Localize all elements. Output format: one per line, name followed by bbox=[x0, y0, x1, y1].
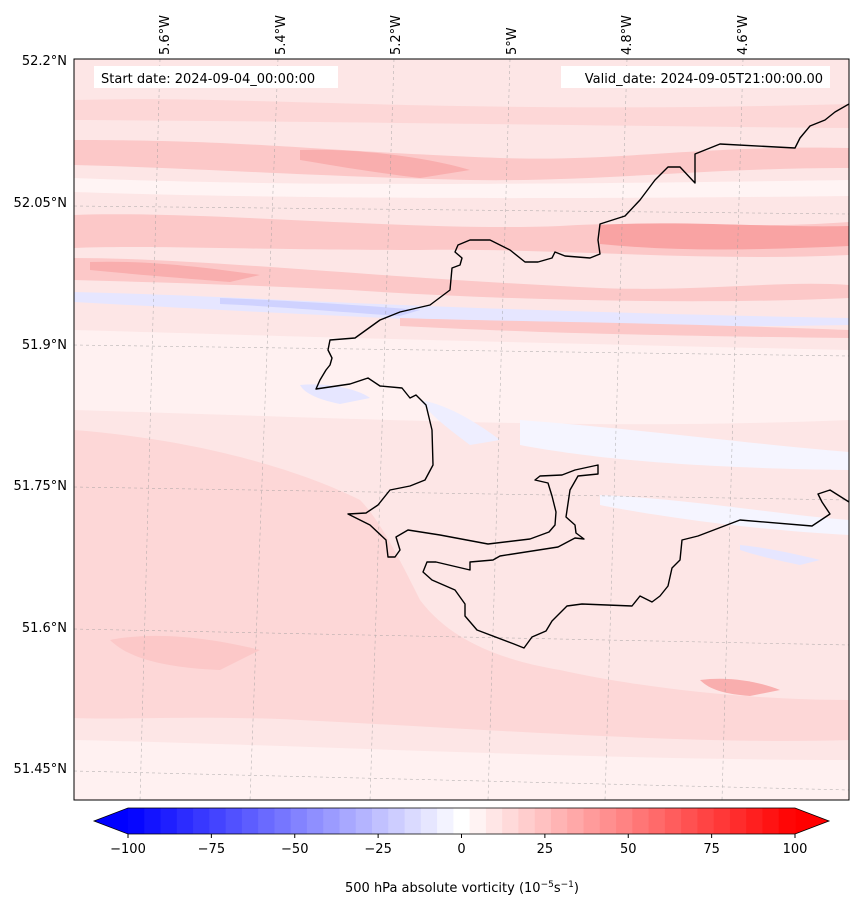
lon-label: 5.4°W bbox=[274, 15, 289, 55]
start-date-text: Start date: 2024-09-04_00:00:00 bbox=[101, 72, 315, 87]
lon-label: 5.2°W bbox=[389, 15, 404, 55]
colorbar-tick-label: 100 bbox=[783, 842, 808, 857]
lat-label: 51.75°N bbox=[14, 479, 67, 494]
contour-band bbox=[74, 330, 849, 425]
colorbar-segment bbox=[420, 808, 438, 834]
valid-date-text: Valid_date: 2024-09-05T21:00:00.00 bbox=[585, 72, 823, 87]
latitude-labels: 52.2°N 52.05°N 51.9°N 51.75°N 51.6°N 51.… bbox=[14, 54, 67, 777]
colorbar-segment bbox=[746, 808, 764, 834]
colorbar-extend-high bbox=[795, 808, 829, 834]
colorbar-segment bbox=[388, 808, 406, 834]
colorbar-segment bbox=[518, 808, 536, 834]
colorbar-segment bbox=[567, 808, 585, 834]
lon-label: 5°W bbox=[505, 27, 520, 55]
lat-label: 51.9°N bbox=[22, 338, 67, 353]
contour-band bbox=[74, 178, 849, 199]
colorbar-segment bbox=[502, 808, 520, 834]
lon-label: 5.6°W bbox=[158, 15, 173, 55]
colorbar-segment bbox=[599, 808, 617, 834]
contour-band bbox=[74, 740, 849, 800]
colorbar-extend-low bbox=[94, 808, 128, 834]
contour-band bbox=[400, 318, 849, 338]
lon-label: 4.6°W bbox=[736, 15, 751, 55]
map-frame bbox=[73, 58, 850, 801]
colorbar-tick-label: −75 bbox=[198, 842, 225, 857]
contour-band bbox=[74, 430, 849, 741]
colorbar-segment bbox=[632, 808, 650, 834]
colorbar-tick-label: −50 bbox=[281, 842, 308, 857]
lat-label: 52.05°N bbox=[14, 196, 67, 211]
contour-band bbox=[520, 420, 849, 470]
colorbar-segment bbox=[550, 808, 568, 834]
contour-band bbox=[600, 495, 849, 535]
colorbar-segment bbox=[697, 808, 715, 834]
colorbar-segment bbox=[355, 808, 373, 834]
contour-band bbox=[420, 400, 500, 445]
colorbar-segment bbox=[713, 808, 731, 834]
colorbar-tick-label: 50 bbox=[620, 842, 637, 857]
colorbar-segment bbox=[534, 808, 552, 834]
colorbar-ticks: −100 −75 −50 −25 0 25 50 75 100 bbox=[110, 834, 807, 857]
colorbar: −100 −75 −50 −25 0 25 50 75 100 500 hPa absolute… bbox=[92, 807, 831, 896]
colorbar-tick-label: 75 bbox=[703, 842, 720, 857]
valid-date-box: Valid_date: 2024-09-05T21:00:00.00 bbox=[561, 66, 830, 88]
coastline bbox=[315, 103, 849, 649]
colorbar-tick-label: −100 bbox=[110, 842, 146, 857]
colorbar-segment bbox=[404, 808, 422, 834]
colorbar-segment bbox=[762, 808, 780, 834]
colorbar-tick-label: 25 bbox=[537, 842, 554, 857]
contour-band bbox=[74, 258, 849, 302]
colorbar-segment bbox=[453, 808, 471, 834]
colorbar-segment bbox=[323, 808, 341, 834]
colorbar-segment bbox=[160, 808, 178, 834]
colorbar-segment bbox=[372, 808, 389, 834]
colorbar-segment bbox=[274, 808, 292, 834]
lon-label: 4.8°W bbox=[620, 15, 635, 55]
colorbar-segment bbox=[485, 808, 503, 834]
colorbar-segment bbox=[778, 808, 796, 834]
colorbar-segment bbox=[469, 808, 487, 834]
contour-band bbox=[110, 635, 260, 670]
colorbar-label: 500 hPa absolute vorticity (10−5s−1) bbox=[345, 880, 579, 896]
lat-label: 51.45°N bbox=[14, 762, 67, 777]
colorbar-segment bbox=[306, 808, 324, 834]
colorbar-segment bbox=[225, 808, 243, 834]
colorbar-segment bbox=[583, 808, 601, 834]
contour-band bbox=[600, 223, 849, 250]
contour-band bbox=[300, 149, 470, 178]
colorbar-segment bbox=[193, 808, 210, 834]
colorbar-segment bbox=[290, 808, 308, 834]
colorbar-segment bbox=[241, 808, 259, 834]
colorbar-tick-label: 0 bbox=[457, 842, 465, 857]
contour-band bbox=[74, 140, 849, 181]
map-panel: Start date: 2024-09-04_00:00:00 Valid_da… bbox=[73, 58, 850, 801]
colorbar-segment bbox=[437, 808, 454, 834]
colorbar-segment bbox=[616, 808, 633, 834]
contour-band bbox=[220, 298, 420, 316]
colorbar-segment bbox=[176, 808, 194, 834]
colorbar-segment bbox=[729, 808, 747, 834]
vorticity-contours bbox=[74, 99, 849, 800]
longitude-labels: 5.6°W 5.4°W 5.2°W 5°W 4.8°W 4.6°W bbox=[158, 15, 751, 55]
colorbar-segment bbox=[128, 808, 145, 834]
colorbar-segment bbox=[681, 808, 698, 834]
colorbar-segment bbox=[209, 808, 227, 834]
start-date-box: Start date: 2024-09-04_00:00:00 bbox=[94, 66, 338, 88]
lat-label: 52.2°N bbox=[22, 54, 67, 69]
lat-label: 51.6°N bbox=[22, 621, 67, 636]
contour-band bbox=[700, 678, 780, 696]
colorbar-segment bbox=[648, 808, 666, 834]
colorbar-segments bbox=[128, 808, 796, 834]
contour-band bbox=[90, 261, 260, 282]
colorbar-segment bbox=[258, 808, 276, 834]
contour-band bbox=[74, 99, 849, 128]
colorbar-segment bbox=[144, 808, 162, 834]
colorbar-tick-label: −25 bbox=[364, 842, 391, 857]
contour-band bbox=[740, 545, 820, 565]
colorbar-segment bbox=[664, 808, 682, 834]
colorbar-segment bbox=[339, 808, 357, 834]
